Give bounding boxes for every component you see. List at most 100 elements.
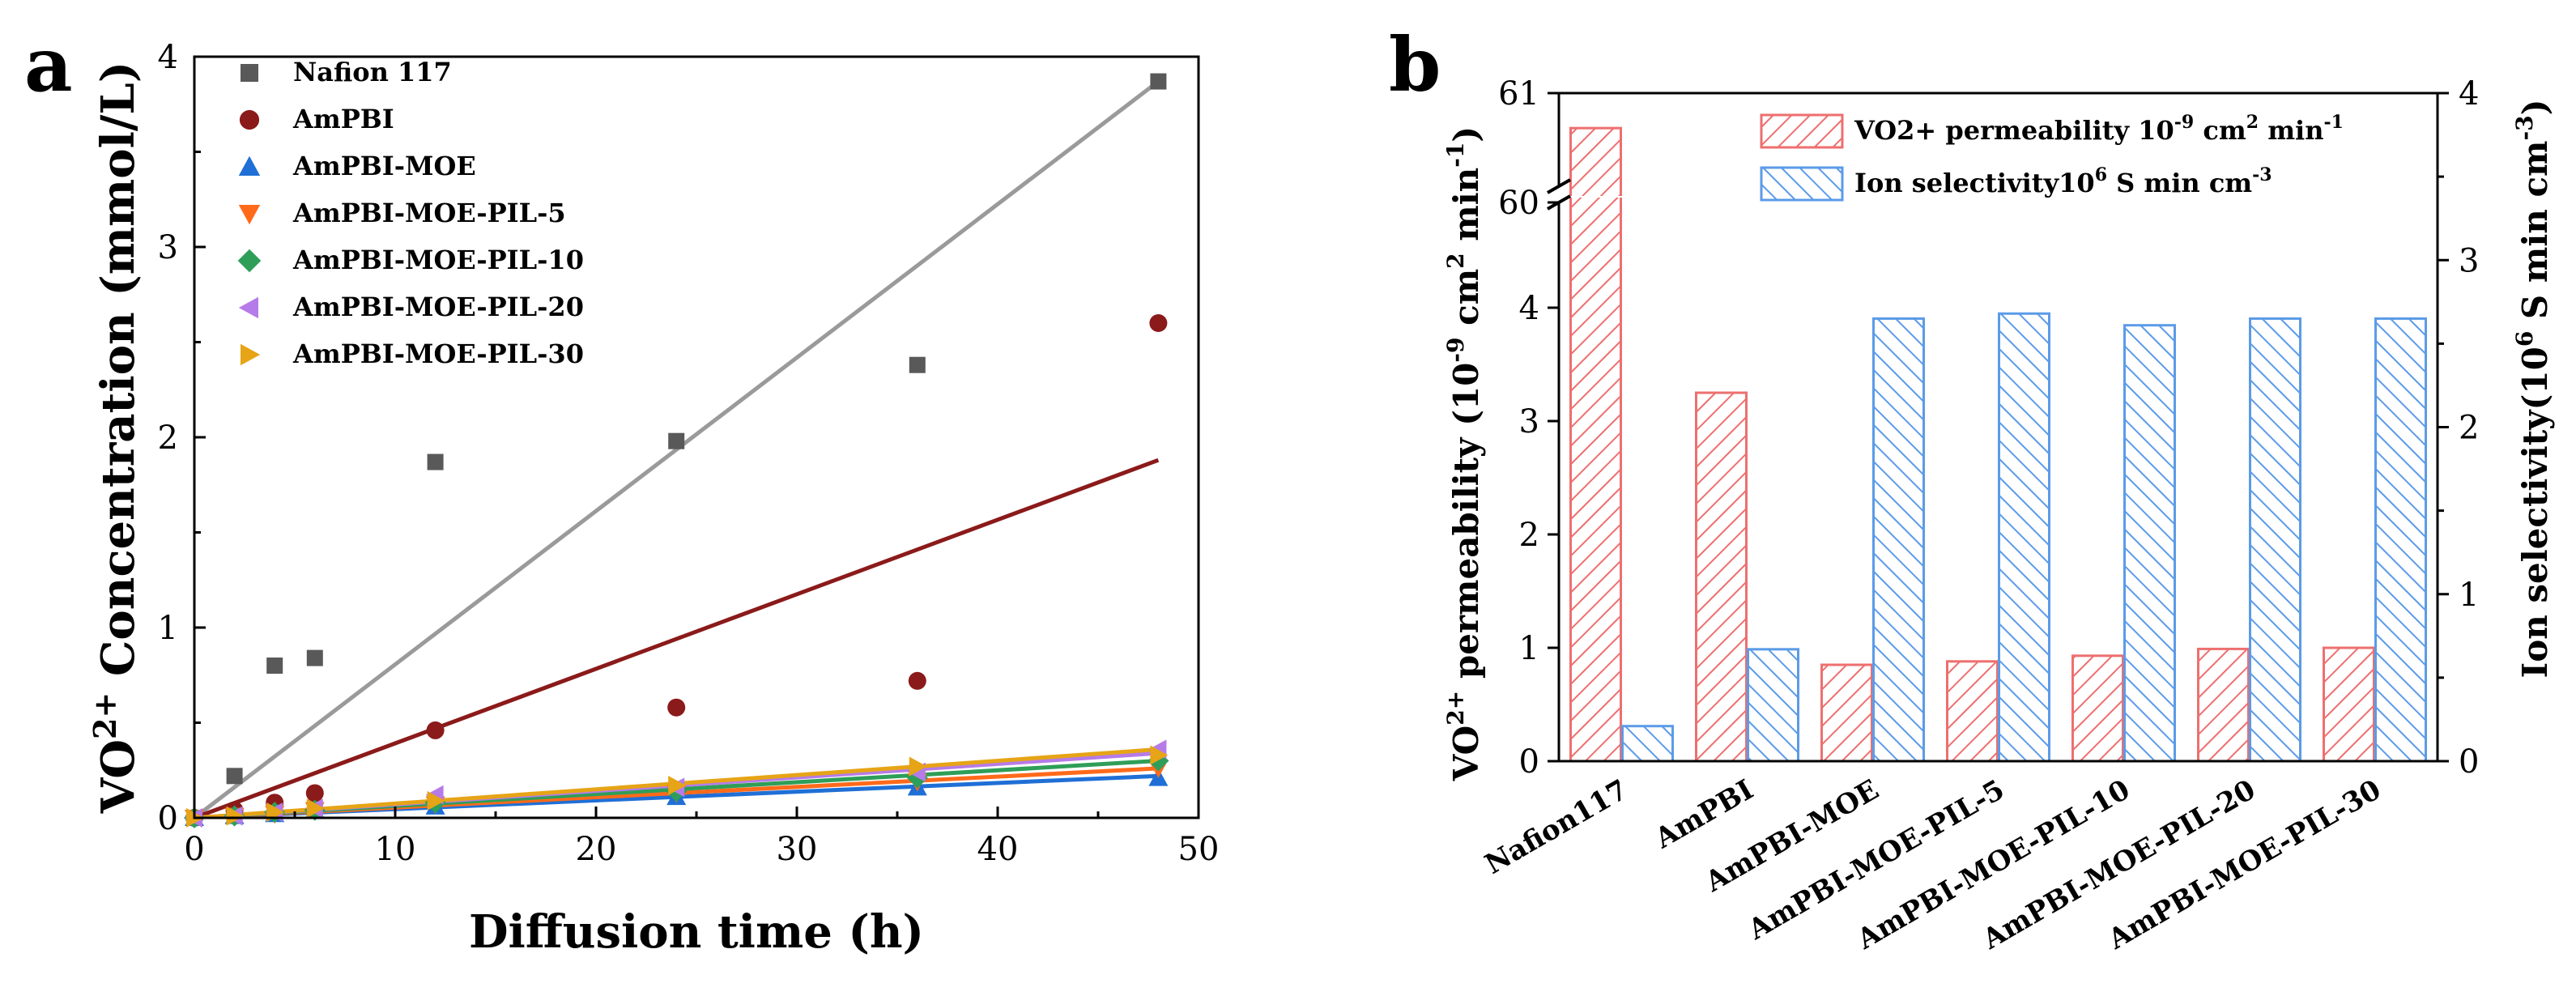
b-legend-label-part: -9	[2174, 112, 2194, 133]
a-legend-label-ampbi-moe-pil-30: AmPBI-MOE-PIL-30	[292, 338, 584, 369]
panel-letter-b: b	[1389, 21, 1441, 109]
panel-letter-a: a	[24, 21, 73, 109]
b-permeability-bar	[1946, 660, 1999, 763]
a-legend-label-ampbi-moe-pil-5: AmPBI-MOE-PIL-5	[292, 198, 566, 228]
b-left-title-sup2: -9	[1442, 337, 1469, 362]
b-right-title-sup1: 6	[2511, 331, 2538, 347]
a-point-ampbi	[908, 671, 926, 690]
b-break-mark	[1547, 178, 1571, 194]
a-point-ampbi	[426, 721, 445, 739]
a-point-ampbi-moe-pil-30	[909, 756, 927, 777]
b-category-label: Nafion117	[1480, 773, 1633, 881]
b-legend-label-part: -3	[2252, 164, 2272, 185]
a-point-ampbi	[1149, 314, 1168, 332]
b-axes: 0 1 2 3 4 60 61 0 1 2 3 4	[1498, 75, 2479, 781]
b-right-title-sup2: -3	[2511, 115, 2538, 140]
a-fit-line-nafion-117	[194, 79, 1160, 818]
b-selectivity-bar	[2374, 317, 2427, 763]
b-left-title-mid2: cm	[1446, 269, 1486, 338]
b-left-axis-title: VO2+ permeability (10-9 cm2 min-1)	[1442, 126, 1486, 781]
b-category-labels: Nafion117 AmPBIAmPBI-MOEAmPBI-MOE-PIL-5Am…	[1480, 773, 2387, 956]
b-bars	[1556, 126, 2427, 763]
a-y-tick-label: 3	[158, 229, 178, 266]
b-left-tick-label: 4	[1519, 290, 1539, 327]
b-left-tick-label: 2	[1519, 517, 1539, 554]
b-right-title-post: )	[2515, 100, 2555, 116]
b-left-title-sup3: 2	[1442, 253, 1469, 268]
b-left-title-sup4: -1	[1442, 143, 1469, 168]
a-legend-marker-ampbi-moe-pil-30	[241, 343, 261, 366]
a-y-tick-label: 1	[158, 610, 178, 647]
b-right-axis-title: Ion selectivity(106 S min cm-3)	[2511, 100, 2555, 679]
b-left-tick-label: 3	[1519, 403, 1539, 441]
a-legend-label-ampbi: AmPBI	[292, 104, 394, 134]
a-legend-label-ampbi-moe: AmPBI-MOE	[292, 151, 476, 181]
b-legend-swatch	[1760, 166, 1844, 202]
a-point-ampbi-moe-pil-30	[427, 790, 445, 811]
b-left-title-pre: VO	[1446, 726, 1486, 781]
b-left-title-mid3: min	[1446, 168, 1486, 253]
b-legend-label-part: min	[2259, 115, 2323, 146]
a-point-nafion-117	[266, 658, 283, 674]
a-point-ampbi	[305, 784, 324, 802]
a-y-tick-label: 2	[158, 419, 178, 457]
a-legend-label-nafion-117: Nafion 117	[293, 57, 452, 87]
panel-a: a 0 10 20 30 40 50 0 1 2 3 4 Nafion 117 AmPBI AmPBI-…	[24, 21, 1219, 959]
a-point-ampbi-moe-pil-30	[306, 798, 325, 819]
a-y-axis-title: VO2+ Concentration (mmol/L)	[87, 62, 145, 814]
b-selectivity-bar	[2123, 324, 2176, 763]
a-point-ampbi-moe-pil-30	[668, 776, 687, 796]
b-right-tick-label: 0	[2459, 743, 2479, 781]
a-fit-line-ampbi	[194, 458, 1160, 818]
a-point-nafion-117	[226, 768, 243, 785]
b-left-tick-label: 0	[1519, 743, 1539, 781]
a-point-nafion-117	[306, 649, 323, 666]
a-legend: Nafion 117 AmPBI AmPBI-MOE AmPBI-MOE-PIL-5 A…	[237, 57, 584, 369]
a-x-tick-label: 40	[977, 831, 1019, 868]
b-legend-label: Ion selectivity106 S min cm-3	[1854, 164, 2272, 198]
b-permeability-bar	[2071, 654, 2124, 763]
b-right-tick-label: 4	[2459, 75, 2479, 113]
b-left-tick-label: 60	[1498, 185, 1539, 222]
a-x-tick-label: 10	[375, 831, 416, 868]
a-point-ampbi-moe-pil-30	[226, 806, 245, 826]
a-x-tick-label: 30	[777, 831, 818, 868]
b-legend-label-part: -1	[2323, 112, 2343, 133]
b-selectivity-bar	[1872, 317, 1925, 763]
a-x-tick-label: 0	[184, 831, 204, 868]
b-left-tick-label: 61	[1498, 75, 1539, 113]
a-y-title-pre: VO	[92, 739, 145, 814]
a-legend-marker-nafion-117	[241, 64, 258, 82]
b-permeability-bar	[1820, 663, 1873, 763]
a-y-title-sup: 2+	[87, 692, 123, 739]
b-category-label: AmPBI	[1649, 773, 1759, 855]
b-left-title-mid: permeability (10	[1446, 363, 1486, 691]
a-point-nafion-117	[909, 356, 926, 373]
a-y-title-post: Concentration (mmol/L)	[92, 62, 145, 692]
b-legend: VO2+ permeability 10-9 cm2 min-1 Ion sele…	[1760, 112, 2344, 202]
b-selectivity-bar	[1747, 648, 1799, 763]
a-x-tick-label: 50	[1178, 831, 1220, 868]
b-right-title-mid: S min cm	[2515, 141, 2555, 331]
a-x-axis-title: Diffusion time (h)	[469, 905, 924, 959]
b-legend-swatch	[1760, 113, 1844, 149]
b-left-title-sup1: 2+	[1442, 691, 1469, 726]
b-selectivity-bar	[1621, 725, 1674, 763]
b-legend-label-part: 2	[2246, 112, 2259, 133]
a-data-markers	[184, 73, 1169, 828]
a-point-nafion-117	[1150, 73, 1167, 90]
b-legend-label-part: Ion selectivity10	[1854, 168, 2095, 198]
b-permeability-bar	[2323, 646, 2375, 763]
b-legend-label-part: S min cm	[2107, 168, 2252, 198]
a-legend-marker-ampbi-moe-pil-20	[238, 296, 258, 319]
a-legend-marker-ampbi-moe	[238, 155, 261, 176]
b-right-title-pre: Ion selectivity(10	[2515, 347, 2555, 678]
a-x-tick-label: 20	[576, 831, 617, 868]
a-legend-marker-ampbi-moe-pil-5	[238, 205, 261, 225]
b-right-tick-label: 1	[2459, 577, 2479, 614]
a-legend-marker-ampbi	[239, 109, 260, 130]
b-right-tick-label: 3	[2459, 242, 2479, 279]
a-y-tick-label: 4	[158, 39, 178, 76]
a-point-nafion-117	[668, 432, 685, 449]
